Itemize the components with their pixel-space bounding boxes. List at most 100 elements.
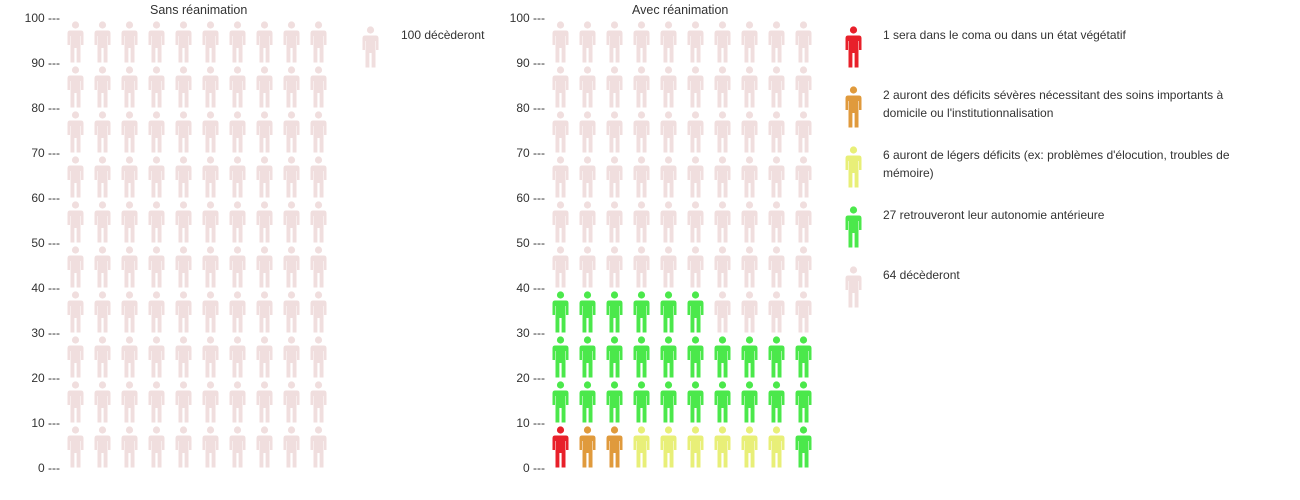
legend-item: 100 décèderont [362, 26, 502, 76]
y-tick-label: 40 --- [516, 281, 545, 295]
person-icon [660, 156, 677, 198]
person-icon [283, 246, 300, 288]
person-icon [768, 66, 785, 108]
person-icon [714, 381, 731, 423]
person-icon [687, 66, 704, 108]
person-icon [229, 246, 246, 288]
person-icon [714, 156, 731, 198]
person-icon [202, 291, 219, 333]
person-icon [579, 111, 596, 153]
person-icon [229, 21, 246, 63]
person-icon [714, 21, 731, 63]
person-icon [94, 291, 111, 333]
person-icon [94, 201, 111, 243]
person-icon [741, 111, 758, 153]
person-icon [660, 381, 677, 423]
person-icon [795, 291, 812, 333]
y-tick-label: 60 --- [516, 191, 545, 205]
person-icon [633, 156, 650, 198]
y-tick-label: 70 --- [516, 146, 545, 160]
person-icon [579, 336, 596, 378]
person-icon [795, 336, 812, 378]
person-icon [94, 21, 111, 63]
person-icon [310, 291, 327, 333]
y-tick-label: 0 --- [523, 461, 545, 475]
person-icon [94, 426, 111, 468]
person-icon [229, 111, 246, 153]
person-icon [795, 426, 812, 468]
person-icon [633, 246, 650, 288]
person-icon [633, 66, 650, 108]
y-tick-label: 20 --- [31, 371, 60, 385]
person-icon [714, 336, 731, 378]
person-icon [606, 21, 623, 63]
person-icon [94, 381, 111, 423]
person-icon [121, 111, 138, 153]
y-tick-label: 50 --- [516, 236, 545, 250]
person-icon [148, 246, 165, 288]
person-icon [579, 381, 596, 423]
person-icon [94, 336, 111, 378]
person-icon [768, 426, 785, 468]
person-icon [741, 336, 758, 378]
person-icon [121, 381, 138, 423]
person-icon [552, 336, 569, 378]
person-icon [795, 66, 812, 108]
y-tick-label: 50 --- [31, 236, 60, 250]
person-icon [148, 66, 165, 108]
person-icon [148, 381, 165, 423]
person-icon [121, 201, 138, 243]
person-icon [768, 111, 785, 153]
person-icon [660, 21, 677, 63]
person-icon [256, 381, 273, 423]
pictogram-grid [551, 0, 825, 490]
y-tick-label: 20 --- [516, 371, 545, 385]
person-icon [687, 426, 704, 468]
person-icon [606, 66, 623, 108]
person-icon [552, 291, 569, 333]
person-icon [256, 246, 273, 288]
person-icon [687, 291, 704, 333]
person-icon [660, 66, 677, 108]
person-icon [202, 426, 219, 468]
person-icon [687, 201, 704, 243]
legend-item: 2 auront des déficits sévères nécessitan… [845, 86, 1245, 136]
person-icon [283, 426, 300, 468]
person-icon [741, 156, 758, 198]
legend-sans-reanimation: 100 décèderont [362, 26, 502, 76]
person-icon [175, 381, 192, 423]
person-icon [579, 66, 596, 108]
person-icon [310, 111, 327, 153]
y-tick-label: 10 --- [31, 416, 60, 430]
person-icon [121, 336, 138, 378]
person-icon [660, 201, 677, 243]
person-icon [768, 381, 785, 423]
person-icon [606, 111, 623, 153]
person-icon [256, 336, 273, 378]
person-icon [660, 426, 677, 468]
person-icon [121, 21, 138, 63]
legend-label: 2 auront des déficits sévères nécessitan… [883, 88, 1224, 120]
person-icon [283, 201, 300, 243]
person-icon [579, 246, 596, 288]
person-icon [768, 336, 785, 378]
legend-label: 1 sera dans le coma ou dans un état végé… [883, 28, 1126, 42]
y-tick-label: 60 --- [31, 191, 60, 205]
person-icon [845, 206, 862, 248]
person-icon [283, 111, 300, 153]
person-icon [310, 336, 327, 378]
person-icon [714, 426, 731, 468]
person-icon [310, 426, 327, 468]
person-icon [148, 426, 165, 468]
person-icon [148, 111, 165, 153]
y-axis: 0 --- 10 --- 20 --- 30 --- 40 --- 50 --- 60 --… [485, 0, 549, 490]
person-icon [256, 201, 273, 243]
person-icon [283, 336, 300, 378]
person-icon [310, 246, 327, 288]
person-icon [256, 291, 273, 333]
person-icon [741, 66, 758, 108]
person-icon [606, 291, 623, 333]
chart-avec-reanimation: Avec réanimation 0 --- 10 --- 20 --- 30 ---… [485, 0, 825, 490]
person-icon [606, 426, 623, 468]
person-icon [202, 156, 219, 198]
